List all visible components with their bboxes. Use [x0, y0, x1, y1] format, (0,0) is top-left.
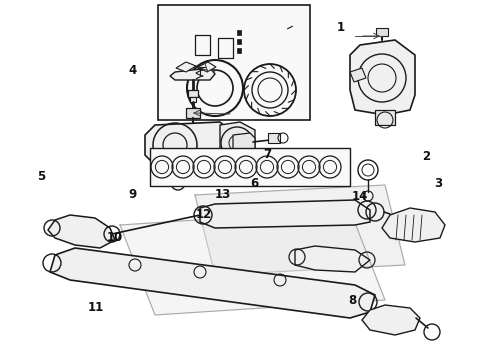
Bar	[188, 90, 198, 97]
Text: 8: 8	[349, 294, 357, 307]
Polygon shape	[362, 305, 420, 335]
Polygon shape	[120, 210, 385, 315]
Polygon shape	[220, 122, 255, 165]
Text: 1: 1	[337, 21, 344, 33]
Bar	[376, 28, 388, 36]
Text: 4: 4	[128, 64, 136, 77]
Polygon shape	[195, 185, 405, 275]
Polygon shape	[200, 200, 370, 228]
Bar	[237, 39, 241, 44]
Text: 12: 12	[195, 208, 212, 221]
Polygon shape	[295, 246, 370, 272]
Text: 14: 14	[352, 190, 368, 203]
Polygon shape	[382, 208, 445, 242]
Text: 13: 13	[215, 188, 231, 201]
Text: 9: 9	[128, 188, 136, 201]
Polygon shape	[350, 40, 415, 115]
Bar	[268, 133, 280, 143]
Bar	[237, 48, 241, 53]
Text: 11: 11	[87, 301, 104, 314]
Polygon shape	[350, 68, 366, 82]
Text: 10: 10	[107, 231, 123, 244]
Bar	[190, 97, 196, 102]
Polygon shape	[50, 248, 375, 318]
Polygon shape	[176, 62, 196, 72]
Bar	[186, 108, 200, 118]
Bar	[237, 30, 241, 35]
Polygon shape	[170, 68, 215, 80]
Text: 3: 3	[435, 177, 442, 190]
Text: 6: 6	[251, 177, 259, 190]
Text: 7: 7	[263, 148, 271, 161]
Polygon shape	[233, 133, 255, 152]
Polygon shape	[145, 122, 235, 165]
Polygon shape	[48, 215, 115, 248]
Bar	[150, 148, 350, 186]
Bar	[158, 5, 310, 120]
Polygon shape	[198, 62, 216, 72]
Text: 2: 2	[422, 150, 430, 163]
Text: 5: 5	[38, 170, 46, 183]
Polygon shape	[375, 110, 395, 125]
